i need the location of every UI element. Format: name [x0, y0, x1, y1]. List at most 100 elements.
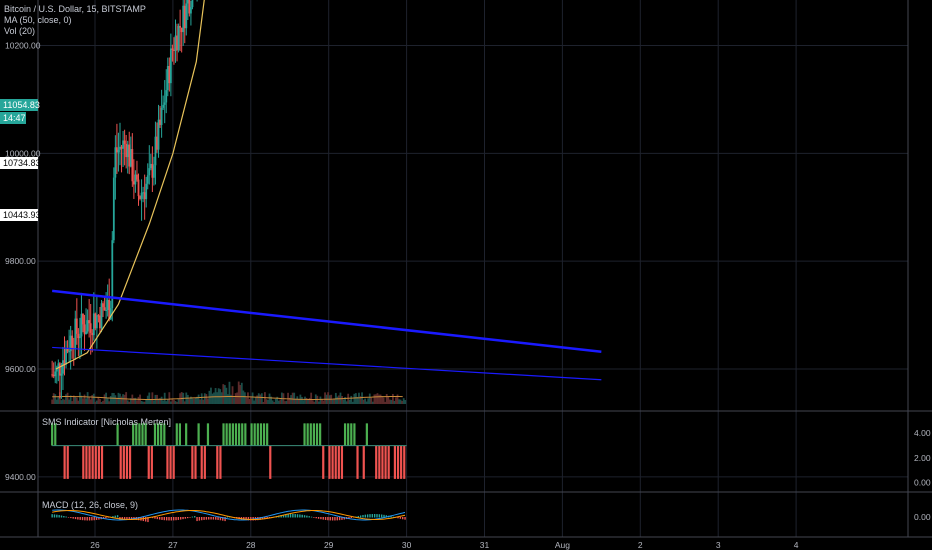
macd-pane: 0.00: [51, 509, 931, 523]
candle-body: [140, 192, 143, 199]
volume-bar: [190, 396, 192, 404]
macd-histogram-bar: [177, 517, 180, 520]
volume-bar: [304, 396, 306, 404]
candle-body: [123, 140, 126, 144]
candle-body: [120, 146, 123, 149]
symbol-title[interactable]: Bitcoin / U.S. Dollar, 15, BITSTAMP: [4, 4, 146, 14]
volume-bar: [342, 399, 345, 404]
volume-bar: [387, 396, 390, 404]
macd-histogram-bar: [91, 517, 93, 521]
volume-bar: [82, 398, 84, 404]
sms-label[interactable]: SMS Indicator [Nicholas Merten]: [42, 417, 172, 427]
candle-body: [137, 179, 140, 197]
candle-body: [91, 332, 94, 336]
candle-body: [112, 177, 115, 241]
volume-bar: [116, 397, 118, 404]
volume-bar: [237, 381, 240, 404]
macd-histogram-bar: [301, 514, 303, 518]
macd-histogram-bar: [371, 514, 374, 518]
candle-body: [82, 313, 84, 325]
volume-bar: [273, 401, 276, 404]
volume-bar: [106, 398, 109, 404]
vol-legend[interactable]: Vol (20): [4, 26, 36, 36]
macd-histogram-bar: [70, 517, 72, 519]
macd-histogram-bar: [88, 517, 91, 521]
volume-bar: [136, 400, 138, 404]
volume-bar: [347, 393, 350, 404]
volume-bar: [91, 395, 94, 404]
candle-body: [186, 0, 189, 4]
macd-histogram-bar: [289, 514, 292, 518]
volume-bar: [265, 399, 268, 404]
candle-body: [97, 315, 100, 317]
volume-bar: [148, 392, 151, 404]
macd-histogram-bar: [320, 517, 322, 520]
ma-legend[interactable]: MA (50, close, 0): [4, 15, 72, 25]
candle-body: [160, 107, 163, 125]
macd-histogram-bar: [317, 517, 320, 519]
volume-bar: [257, 393, 260, 404]
volume-bar: [253, 400, 256, 404]
volume-bar: [381, 396, 383, 404]
macd-histogram-bar: [226, 516, 229, 518]
volume-bar: [225, 387, 228, 404]
volume-bar: [291, 392, 294, 404]
x-tick-label: 28: [246, 540, 256, 550]
candle-body: [136, 174, 138, 180]
candle-body: [190, 7, 192, 14]
volume-bar: [99, 399, 101, 404]
candle-body: [55, 367, 58, 372]
volume-bar: [109, 395, 112, 404]
volume-bar: [336, 396, 339, 404]
macd-histogram-bar: [116, 515, 119, 518]
candle-body: [89, 323, 92, 333]
volume-bar: [94, 401, 97, 404]
volume-bar: [302, 400, 305, 404]
candle-body: [63, 360, 66, 365]
macd-label[interactable]: MACD (12, 26, close, 9): [42, 500, 139, 510]
volume-bar: [88, 397, 91, 404]
macd-histogram-bar: [205, 517, 208, 520]
macd-histogram-bar: [380, 514, 383, 518]
candle-body: [116, 147, 118, 153]
x-tick-label: 29: [324, 540, 334, 550]
candle-body: [85, 331, 87, 335]
volume-bar: [294, 398, 297, 404]
volume-bar: [321, 399, 323, 404]
volume-bar: [376, 393, 379, 404]
volume-bar: [301, 396, 303, 404]
macd-histogram-bar: [105, 517, 107, 519]
macd-histogram-bar: [217, 517, 219, 520]
volume-bar: [388, 399, 391, 404]
drawings[interactable]: [38, 0, 908, 381]
volume-bar: [267, 399, 269, 404]
macd-histogram-bar: [303, 515, 306, 518]
candle-body: [131, 149, 134, 182]
volume-bar: [308, 397, 311, 404]
volume-bar: [168, 392, 171, 404]
volume-bar: [188, 398, 191, 404]
volume-bar: [95, 400, 98, 404]
macd-histogram-bar: [336, 517, 338, 521]
macd-histogram-bar: [299, 514, 301, 518]
candle-body: [122, 140, 124, 149]
x-tick-label: Aug: [555, 540, 570, 550]
volume-bar: [348, 399, 351, 404]
macd-histogram-bar: [128, 517, 130, 520]
volume-bar: [176, 401, 178, 404]
volume-bar: [163, 392, 166, 404]
volume-bar: [100, 401, 103, 404]
macd-histogram-bar: [95, 517, 98, 520]
macd-histogram-bar: [172, 517, 175, 521]
volume-bar: [271, 400, 274, 404]
volume-bar: [296, 396, 299, 404]
volume-bar: [338, 395, 340, 404]
volume-bar: [89, 399, 92, 404]
volume-bar: [317, 401, 320, 404]
macd-histogram-bar: [163, 517, 166, 521]
volume-bar: [396, 394, 399, 404]
volume-bar: [169, 401, 172, 404]
macd-histogram-bar: [126, 517, 128, 520]
volume-bar: [401, 400, 404, 404]
